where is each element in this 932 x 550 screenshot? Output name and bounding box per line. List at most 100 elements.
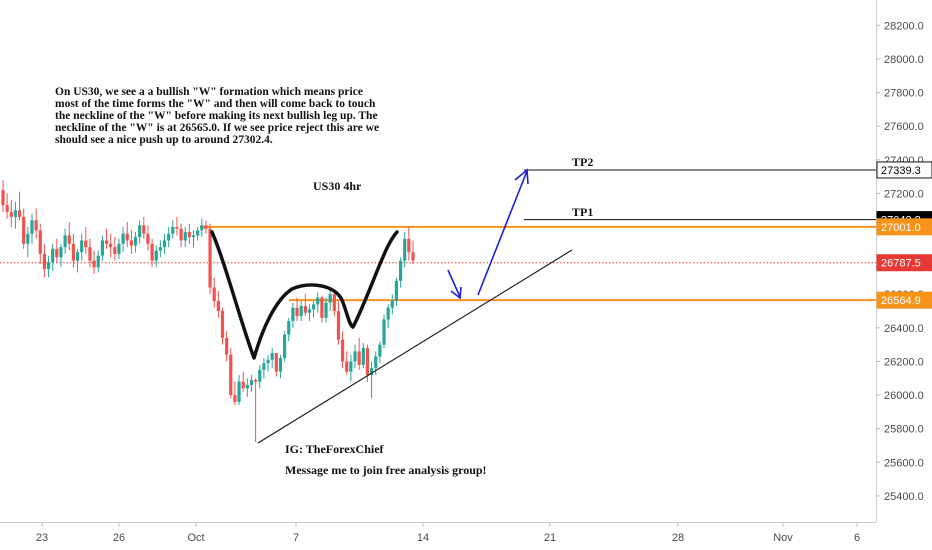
ascending-trendline[interactable] [257, 249, 573, 444]
time-tick-label: 23 [36, 532, 48, 544]
level-lines [0, 169, 876, 302]
projection-arrow-up[interactable] [477, 168, 529, 296]
price-tag-box [876, 254, 932, 272]
candle-body [258, 369, 262, 382]
candle-body [38, 230, 42, 254]
candle [220, 307, 225, 345]
candle-body [262, 363, 266, 370]
candle-body [411, 252, 415, 261]
candle-body [249, 379, 254, 386]
price-tag-label: 26787.5 [881, 258, 921, 270]
candle [17, 191, 22, 221]
candle-body [179, 228, 183, 241]
time-tick-label: 6 [854, 532, 860, 544]
candle-body [150, 243, 154, 261]
price-tag-label: 27339.3 [881, 165, 921, 177]
candle-body [42, 253, 47, 270]
description-line: most of the time forms the "W" and then … [55, 98, 376, 110]
candle-body [407, 238, 411, 253]
price-tag-resistance[interactable]: 27001.0 [876, 218, 932, 236]
candle-body [320, 297, 324, 318]
candle [179, 223, 183, 248]
price-tag-box [876, 161, 932, 179]
candle [291, 302, 295, 328]
candle-body [55, 248, 59, 258]
candle-body [378, 344, 382, 357]
candle [345, 351, 349, 375]
candle-body [274, 353, 278, 372]
candle-body [183, 232, 187, 241]
candle [200, 218, 204, 238]
price-tag-label: 26564.9 [881, 295, 921, 307]
candle [138, 220, 142, 244]
candle [154, 245, 158, 268]
cta-annotation[interactable]: Message me to join free analysis group! [285, 463, 487, 477]
w-pattern-drawing[interactable] [210, 230, 399, 360]
candle-body [291, 307, 295, 322]
candle [411, 240, 415, 264]
candle-body [369, 368, 374, 375]
time-axis[interactable]: 23 26 Oct 7 14 21 28 Nov 6 [36, 522, 860, 544]
candle [386, 304, 390, 328]
time-tick-label: 26 [113, 532, 125, 544]
candle-body [229, 354, 233, 396]
candle [109, 233, 113, 258]
candle [1, 179, 5, 212]
price-tick-label: 26400.0 [884, 323, 924, 335]
candle-body [187, 232, 191, 238]
candle-body [146, 233, 150, 244]
description-line: should see a nice push up to around 2730… [55, 134, 273, 146]
price-tag-box [876, 218, 932, 236]
candle [113, 237, 117, 261]
analysis-description[interactable]: On US30, we see a a bullish "W" formatio… [55, 86, 379, 146]
tp2-label[interactable]: TP2 [572, 155, 593, 169]
candle [59, 243, 63, 268]
time-tick-label: 21 [544, 532, 556, 544]
candle-body [51, 248, 55, 263]
tp1-label[interactable]: TP1 [572, 205, 593, 219]
candle-body [403, 238, 407, 261]
trendline[interactable] [257, 249, 573, 444]
candle [369, 361, 374, 399]
candle-body [208, 228, 212, 288]
candle-body [312, 304, 316, 310]
candle-body [92, 260, 96, 268]
candle-body [200, 225, 204, 231]
candle [9, 200, 13, 227]
candle-body [1, 190, 5, 206]
candle-body [307, 309, 312, 313]
credit-annotation[interactable]: IG: TheForexChief [285, 442, 385, 456]
candle-body [34, 220, 38, 231]
price-tag-neckline[interactable]: 26564.9 [876, 291, 932, 309]
candle-body [121, 233, 125, 244]
candle-body [233, 395, 237, 402]
price-tag-tp2[interactable]: 27339.3 [876, 161, 932, 179]
candle-body [46, 262, 51, 270]
projection-arrow-down[interactable] [447, 269, 462, 300]
candle [13, 201, 18, 229]
candle-body [394, 280, 399, 301]
candle [303, 294, 307, 317]
candle [133, 232, 138, 253]
candle-body [133, 237, 138, 246]
candle-body [154, 250, 158, 261]
candle-body [283, 334, 287, 359]
candle-body [216, 300, 220, 312]
candle-body [26, 233, 30, 244]
candle-body [129, 240, 133, 246]
candle-body [63, 235, 67, 248]
chart-title-annotation[interactable]: US30 4hr [313, 179, 362, 193]
price-tag-current[interactable]: 26787.5 [876, 254, 932, 272]
candle-body [109, 243, 113, 248]
candle-body [225, 337, 229, 355]
candle-body [316, 297, 320, 305]
candle-body [299, 306, 303, 317]
candle [357, 337, 361, 370]
candle-body [13, 210, 18, 217]
candle [142, 216, 146, 239]
candle-body [336, 311, 341, 340]
candle [46, 255, 51, 278]
candle [55, 238, 59, 263]
